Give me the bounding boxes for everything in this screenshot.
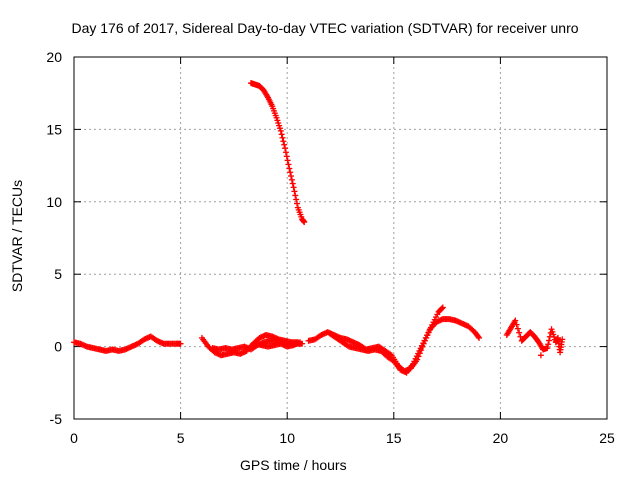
data-point-fill [293, 196, 300, 203]
data-point-fill [288, 176, 295, 183]
data-point-fill [514, 325, 521, 332]
grid-lines [74, 57, 607, 419]
data-point [439, 304, 446, 311]
data-point [286, 165, 293, 172]
data-point-fill [291, 188, 298, 195]
data-point-fill [278, 131, 285, 138]
data-point-fill [281, 141, 288, 148]
data-point [537, 352, 544, 359]
data-point-fill [283, 153, 290, 160]
data-point [544, 345, 551, 352]
data-point [296, 339, 303, 346]
data-point-fill [545, 341, 552, 348]
x-tick-label: 15 [386, 430, 402, 446]
data-point [282, 145, 289, 152]
data-point-fill [279, 134, 286, 141]
data-point [177, 340, 184, 347]
data-points [71, 80, 566, 376]
data-point-fill [516, 329, 523, 336]
y-tick-label: 10 [46, 194, 62, 210]
y-tick-label: -5 [50, 411, 63, 427]
data-point-fill [289, 180, 296, 187]
data-point [301, 219, 308, 226]
data-point-fill [287, 169, 294, 176]
data-point [512, 317, 519, 324]
x-axis-label: GPS time / hours [240, 457, 347, 473]
data-point-fill [546, 337, 553, 344]
data-point-fill [285, 161, 292, 168]
data-point-fill [513, 321, 520, 328]
axis-ticks: 0 5 10 15 20 25 -5 0 5 10 15 20 [46, 49, 615, 446]
data-point [277, 127, 284, 134]
x-tick-label: 25 [599, 430, 615, 446]
data-point-fill [288, 173, 295, 180]
y-tick-label: 0 [54, 339, 62, 355]
chart-title: Day 176 of 2017, Sidereal Day-to-day VTE… [71, 20, 579, 36]
x-tick-label: 5 [177, 430, 185, 446]
y-tick-label: 20 [46, 49, 62, 65]
data-point [559, 336, 566, 343]
y-tick-label: 15 [46, 121, 62, 137]
data-point-fill [292, 192, 299, 199]
data-point [290, 184, 297, 191]
data-point-fill [475, 333, 482, 340]
plot-border [73, 56, 608, 420]
x-tick-label: 20 [493, 430, 509, 446]
data-point-fill [294, 200, 301, 207]
data-point-fill [438, 305, 445, 312]
data-point-fill [284, 157, 291, 164]
data-point [476, 334, 483, 341]
x-tick-label: 0 [70, 430, 78, 446]
data-point-fill [280, 138, 287, 145]
data-point-fill [282, 149, 289, 156]
y-tick-label: 5 [54, 266, 62, 282]
x-tick-label: 10 [279, 430, 295, 446]
plot-frame [73, 56, 608, 420]
